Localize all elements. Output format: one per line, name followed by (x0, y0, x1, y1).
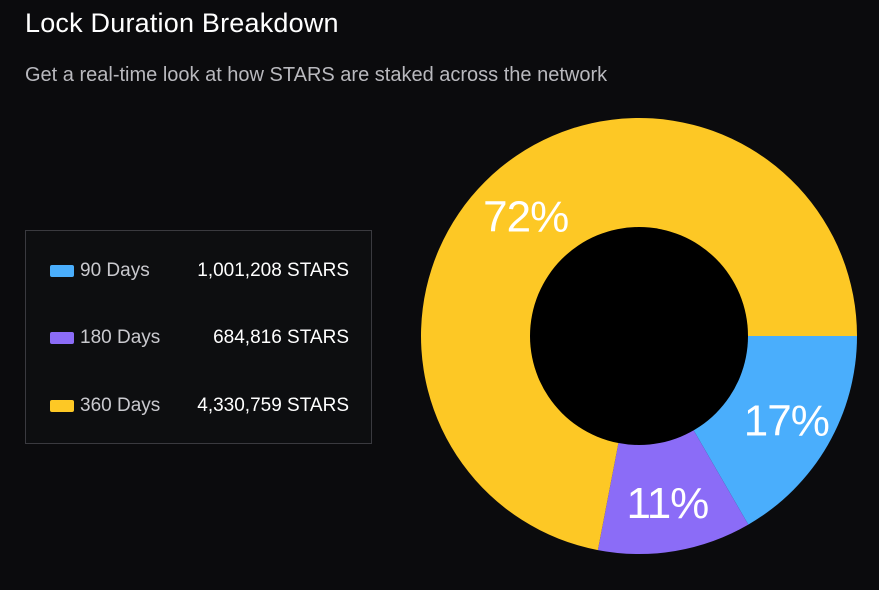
legend-item-360-days: 360 Days 4,330,759 STARS (50, 393, 349, 419)
legend-value: 684,816 STARS (213, 327, 349, 348)
legend-item-90-days: 90 Days 1,001,208 STARS (50, 258, 349, 284)
chart-legend: 90 Days 1,001,208 STARS 180 Days 684,816… (25, 230, 372, 444)
donut-chart: 17% 11% 72% (420, 117, 857, 554)
donut-label-90-days: 17% (744, 396, 829, 445)
donut-hole (530, 227, 748, 445)
donut-labels: 17% 11% 72% (483, 192, 830, 528)
legend-value: 4,330,759 STARS (197, 395, 349, 416)
legend-label: 180 Days (80, 327, 161, 348)
legend-swatch-180-days (50, 332, 74, 344)
legend-value: 1,001,208 STARS (197, 260, 349, 281)
legend-swatch-90-days (50, 265, 74, 277)
donut-label-180-days: 11% (626, 479, 708, 528)
donut-label-360-days: 72% (483, 192, 568, 241)
legend-label: 360 Days (80, 395, 161, 416)
page-title: Lock Duration Breakdown (25, 8, 339, 38)
legend-label: 90 Days (80, 260, 150, 281)
legend-item-180-days: 180 Days 684,816 STARS (50, 325, 349, 351)
legend-swatch-360-days (50, 400, 74, 412)
page-subtitle: Get a real-time look at how STARS are st… (25, 64, 608, 86)
